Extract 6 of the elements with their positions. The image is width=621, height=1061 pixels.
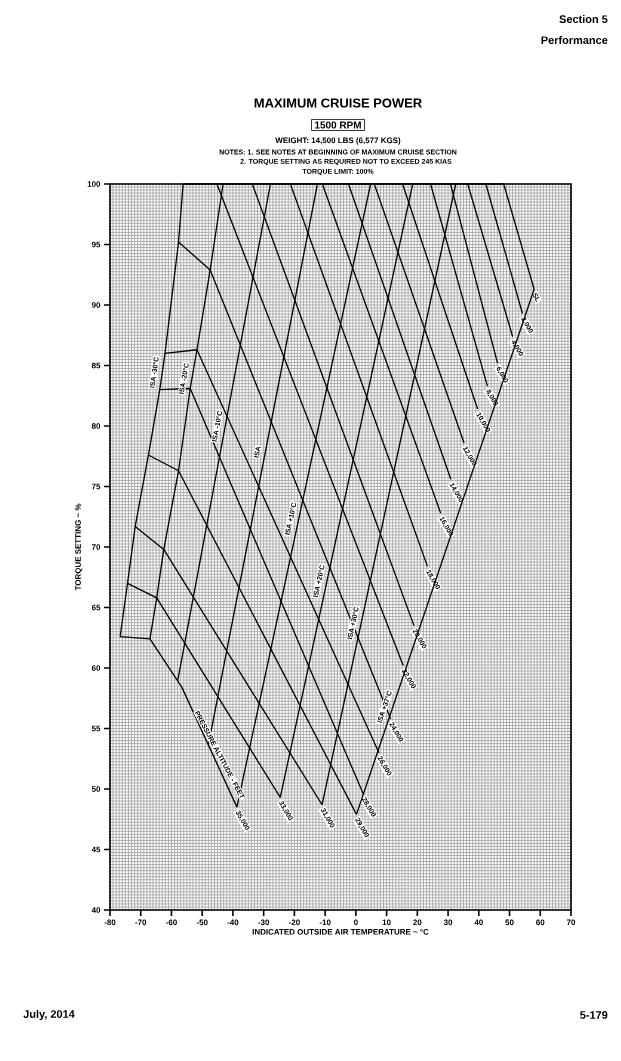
chart-title: MAXIMUM CRUISE POWER — [254, 98, 422, 108]
text: Performance — [541, 35, 608, 45]
text: Section 5 — [559, 14, 608, 24]
text: July, 2014 — [23, 1009, 75, 1021]
text: 5-179 — [580, 1011, 608, 1019]
chart-subtitle: 1500 RPM — [315, 121, 361, 129]
